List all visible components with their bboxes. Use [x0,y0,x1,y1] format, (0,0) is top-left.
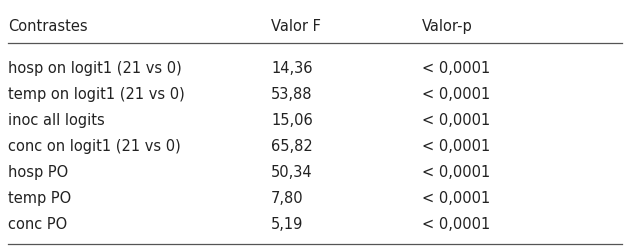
Text: Valor-p: Valor-p [421,19,472,34]
Text: 15,06: 15,06 [271,113,313,128]
Text: 50,34: 50,34 [271,164,312,180]
Text: < 0,0001: < 0,0001 [421,216,490,232]
Text: conc on logit1 (21 vs 0): conc on logit1 (21 vs 0) [8,138,180,154]
Text: < 0,0001: < 0,0001 [421,138,490,154]
Text: Contrastes: Contrastes [8,19,88,34]
Text: temp PO: temp PO [8,190,71,206]
Text: temp on logit1 (21 vs 0): temp on logit1 (21 vs 0) [8,87,185,102]
Text: < 0,0001: < 0,0001 [421,164,490,180]
Text: 65,82: 65,82 [271,138,313,154]
Text: < 0,0001: < 0,0001 [421,87,490,102]
Text: < 0,0001: < 0,0001 [421,61,490,76]
Text: 5,19: 5,19 [271,216,304,232]
Text: 14,36: 14,36 [271,61,312,76]
Text: hosp on logit1 (21 vs 0): hosp on logit1 (21 vs 0) [8,61,181,76]
Text: inoc all logits: inoc all logits [8,113,105,128]
Text: 7,80: 7,80 [271,190,304,206]
Text: < 0,0001: < 0,0001 [421,190,490,206]
Text: hosp PO: hosp PO [8,164,68,180]
Text: 53,88: 53,88 [271,87,312,102]
Text: conc PO: conc PO [8,216,67,232]
Text: < 0,0001: < 0,0001 [421,113,490,128]
Text: Valor F: Valor F [271,19,321,34]
